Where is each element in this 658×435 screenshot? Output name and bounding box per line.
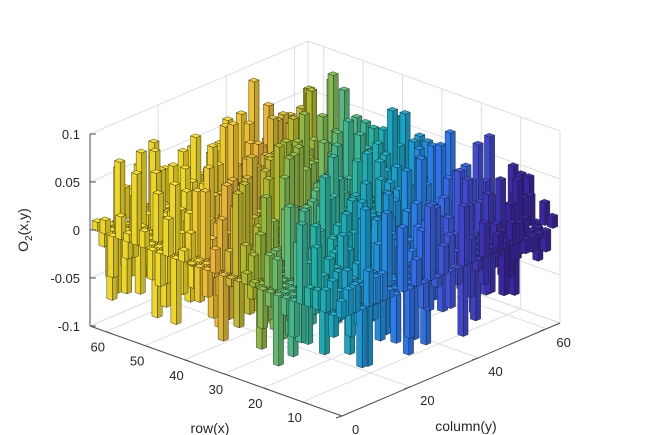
bars-layer (91, 71, 559, 369)
x-tick (302, 401, 309, 405)
wall-grid-line (307, 40, 561, 132)
bar (540, 227, 552, 253)
x-tick-label: 40 (169, 368, 183, 383)
x-tick-label: 60 (91, 340, 105, 355)
bar (335, 298, 348, 319)
bar (209, 245, 222, 274)
bar (403, 285, 416, 339)
y-tick-label: 60 (556, 335, 570, 350)
bar (217, 272, 229, 342)
bar (201, 266, 214, 298)
z-tick-label: 0.05 (55, 175, 80, 190)
svg-text:O2(x,y): O2(x,y) (15, 208, 35, 252)
y-tick-label: 20 (420, 393, 434, 408)
bar (247, 252, 260, 283)
x-axis-label: row(x) (191, 420, 230, 435)
bar (271, 256, 283, 291)
z-label-subscript: 2 (24, 235, 35, 241)
x-tick-label: 10 (287, 410, 301, 425)
wall-grid-line (89, 40, 309, 135)
y-tick-label: 40 (488, 364, 502, 379)
bar (494, 176, 507, 227)
y-axis-label: column(y) (435, 418, 496, 434)
axes-layer (89, 133, 561, 419)
x-tick-label: 20 (248, 396, 262, 411)
bar (233, 277, 245, 329)
x-tick-label: 50 (130, 354, 144, 369)
bar (138, 227, 151, 249)
bar (431, 273, 443, 288)
x-tick (263, 387, 270, 391)
bar (99, 216, 111, 235)
bar (249, 279, 261, 288)
labels-layer: 10 20 30 40 50 60 0 20 40 60 -0.1 -0.05 0 0.05 0.1 (50, 127, 570, 435)
bar (296, 221, 308, 305)
bar (444, 267, 457, 309)
x-tick (105, 331, 112, 335)
bar (362, 267, 375, 308)
z-label-main: O (15, 241, 31, 252)
z-tick-label: 0 (73, 223, 80, 238)
bar (424, 202, 436, 282)
bar (199, 188, 212, 260)
bar (186, 260, 198, 267)
z-tick-label: 0.1 (62, 127, 80, 142)
bar (458, 202, 470, 267)
bar (288, 297, 300, 339)
wall-grid-line (307, 88, 561, 180)
bar (538, 198, 551, 226)
bar (154, 249, 166, 288)
bar (170, 255, 182, 325)
x-tick (184, 359, 191, 363)
bar (130, 170, 143, 246)
y-tick (472, 357, 479, 361)
floor-grid-line (302, 308, 521, 403)
bar (107, 232, 119, 279)
x-tick-label: 30 (209, 382, 223, 397)
x-tick (144, 345, 152, 349)
y-tick-label: 0 (352, 422, 359, 435)
bar (396, 224, 409, 293)
bar (410, 256, 422, 287)
bar (162, 215, 174, 257)
z-tick-label: -0.05 (50, 271, 80, 286)
bar (184, 229, 197, 260)
z-tick-label: -0.1 (58, 319, 80, 334)
bar (390, 291, 402, 344)
bar (546, 212, 559, 229)
bar (437, 242, 450, 276)
bar (152, 190, 164, 243)
bar (478, 219, 491, 258)
x-tick (223, 373, 231, 377)
y-tick (403, 386, 411, 390)
y-tick (335, 415, 343, 419)
bar (381, 209, 393, 288)
z-label-tail: (x,y) (15, 208, 31, 235)
bar (241, 270, 253, 286)
bar (319, 286, 332, 314)
z-axis-label: O2(x,y) (15, 208, 35, 252)
floor-grid-line (157, 296, 411, 388)
y-axis-line (341, 322, 561, 417)
bar (356, 305, 368, 369)
y-tick (540, 328, 547, 332)
x-axis-line (89, 325, 343, 417)
bar (178, 246, 190, 263)
